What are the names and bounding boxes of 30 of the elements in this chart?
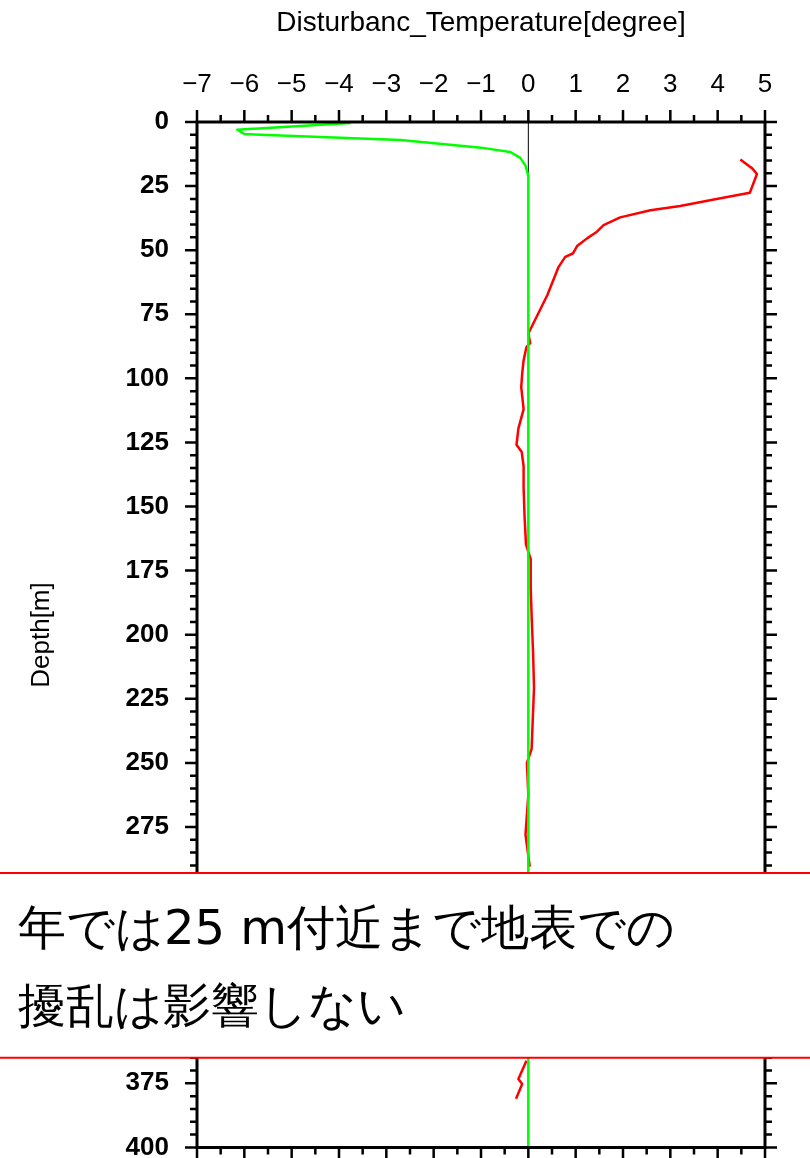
y-tick-label: 0 bbox=[154, 105, 169, 136]
x-tick-label: −5 bbox=[276, 67, 307, 98]
x-tick-label: 4 bbox=[710, 67, 725, 98]
x-tick-label: 5 bbox=[757, 67, 773, 98]
y-tick-label: 175 bbox=[125, 553, 169, 584]
y-tick-label: 100 bbox=[125, 361, 169, 392]
y-tick-label: 375 bbox=[125, 1066, 169, 1097]
x-tick-label: −3 bbox=[371, 67, 402, 98]
x-tick-label: 2 bbox=[615, 67, 631, 98]
y-tick-label: 225 bbox=[125, 681, 169, 712]
y-tick-label: 400 bbox=[125, 1130, 169, 1158]
x-tick-label: −4 bbox=[324, 67, 354, 98]
y-tick-label: 275 bbox=[125, 810, 169, 841]
x-tick-label: 1 bbox=[568, 67, 583, 98]
annotation: 年では25 m付近まで地表での擾乱は影響しない bbox=[18, 898, 677, 1035]
x-tick-label: −1 bbox=[466, 67, 496, 98]
y-tick-label: 25 bbox=[140, 169, 169, 200]
x-axis-title: Disturbanc_Temperature[degree] bbox=[276, 5, 686, 37]
y-axis-title: Depth[m] bbox=[24, 582, 56, 688]
y-tick-label: 50 bbox=[140, 233, 169, 264]
x-tick-label: 0 bbox=[521, 67, 536, 98]
y-tick-label: 200 bbox=[125, 617, 169, 648]
y-tick-label: 75 bbox=[140, 297, 169, 328]
x-tick-label: 3 bbox=[663, 67, 678, 98]
x-tick-label: −2 bbox=[418, 67, 449, 98]
y-tick-label: 125 bbox=[125, 425, 169, 456]
y-tick-label: 250 bbox=[125, 746, 169, 777]
x-tick-label: −6 bbox=[229, 67, 260, 98]
y-tick-label: 150 bbox=[125, 489, 169, 520]
x-tick-label: −7 bbox=[182, 67, 212, 98]
